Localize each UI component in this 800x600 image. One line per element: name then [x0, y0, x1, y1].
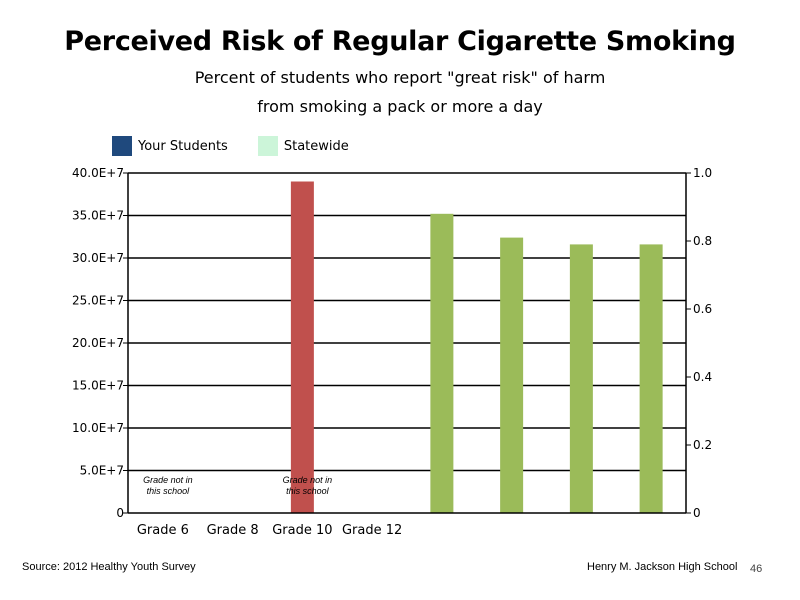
bar: [569, 244, 593, 513]
right-axis-tick-label: 0.4: [693, 370, 712, 384]
bar: [639, 244, 663, 513]
chart-title: Perceived Risk of Regular Cigarette Smok…: [64, 26, 736, 57]
x-axis-category-label: Grade 12: [342, 523, 402, 538]
legend-item-statewide: Statewide: [257, 136, 349, 156]
chart-subtitle-line-2: from smoking a pack or more a day: [257, 97, 543, 116]
legend-label-your-students: Your Students: [138, 138, 228, 154]
right-axis-tick-label: 0.6: [693, 302, 712, 316]
left-axis-tick-label: 30.0E+7: [72, 251, 124, 265]
annotation-grade-not-in-school: this school: [147, 486, 191, 496]
annotation-grade-not-in-school: Grade not in: [283, 475, 333, 485]
bar: [290, 181, 314, 513]
left-axis-tick-label: 25.0E+7: [72, 294, 124, 308]
legend-label-statewide: Statewide: [283, 138, 349, 154]
annotation-grade-not-in-school: this school: [286, 486, 330, 496]
left-axis-tick-label: 0: [116, 506, 124, 520]
x-axis-category-label: Grade 6: [137, 523, 189, 538]
bar: [430, 213, 454, 514]
right-axis-tick-label: 0.8: [693, 234, 712, 248]
page-number: 46: [750, 563, 763, 575]
left-axis-tick-label: 20.0E+7: [72, 336, 124, 350]
source-note: Source: 2012 Healthy Youth Survey: [22, 561, 196, 573]
bar: [500, 237, 524, 513]
chart-legend: Your Students Statewide: [112, 136, 379, 156]
left-axis-tick-label: 40.0E+7: [72, 166, 124, 180]
right-axis-tick-label: 1.0: [693, 166, 712, 180]
annotation-grade-not-in-school: Grade not in: [143, 475, 193, 485]
left-axis-tick-label: 15.0E+7: [72, 379, 124, 393]
right-axis-tick-label: 0: [693, 506, 701, 520]
left-axis-tick-label: 5.0E+7: [80, 464, 124, 478]
legend-item-your-students: Your Students: [112, 136, 228, 156]
right-axis-tick-label: 0.2: [693, 438, 712, 452]
x-axis-category-label: Grade 8: [207, 523, 259, 538]
legend-swatch-statewide: [257, 136, 278, 156]
legend-swatch-your-students: [112, 136, 132, 156]
left-axis-tick-label: 35.0E+7: [72, 209, 124, 223]
school-name: Henry M. Jackson High School: [587, 561, 738, 573]
x-axis-category-label: Grade 10: [272, 523, 332, 538]
chart-subtitle-line-1: Percent of students who report "great ri…: [194, 68, 606, 87]
left-axis-tick-label: 10.0E+7: [72, 421, 124, 435]
